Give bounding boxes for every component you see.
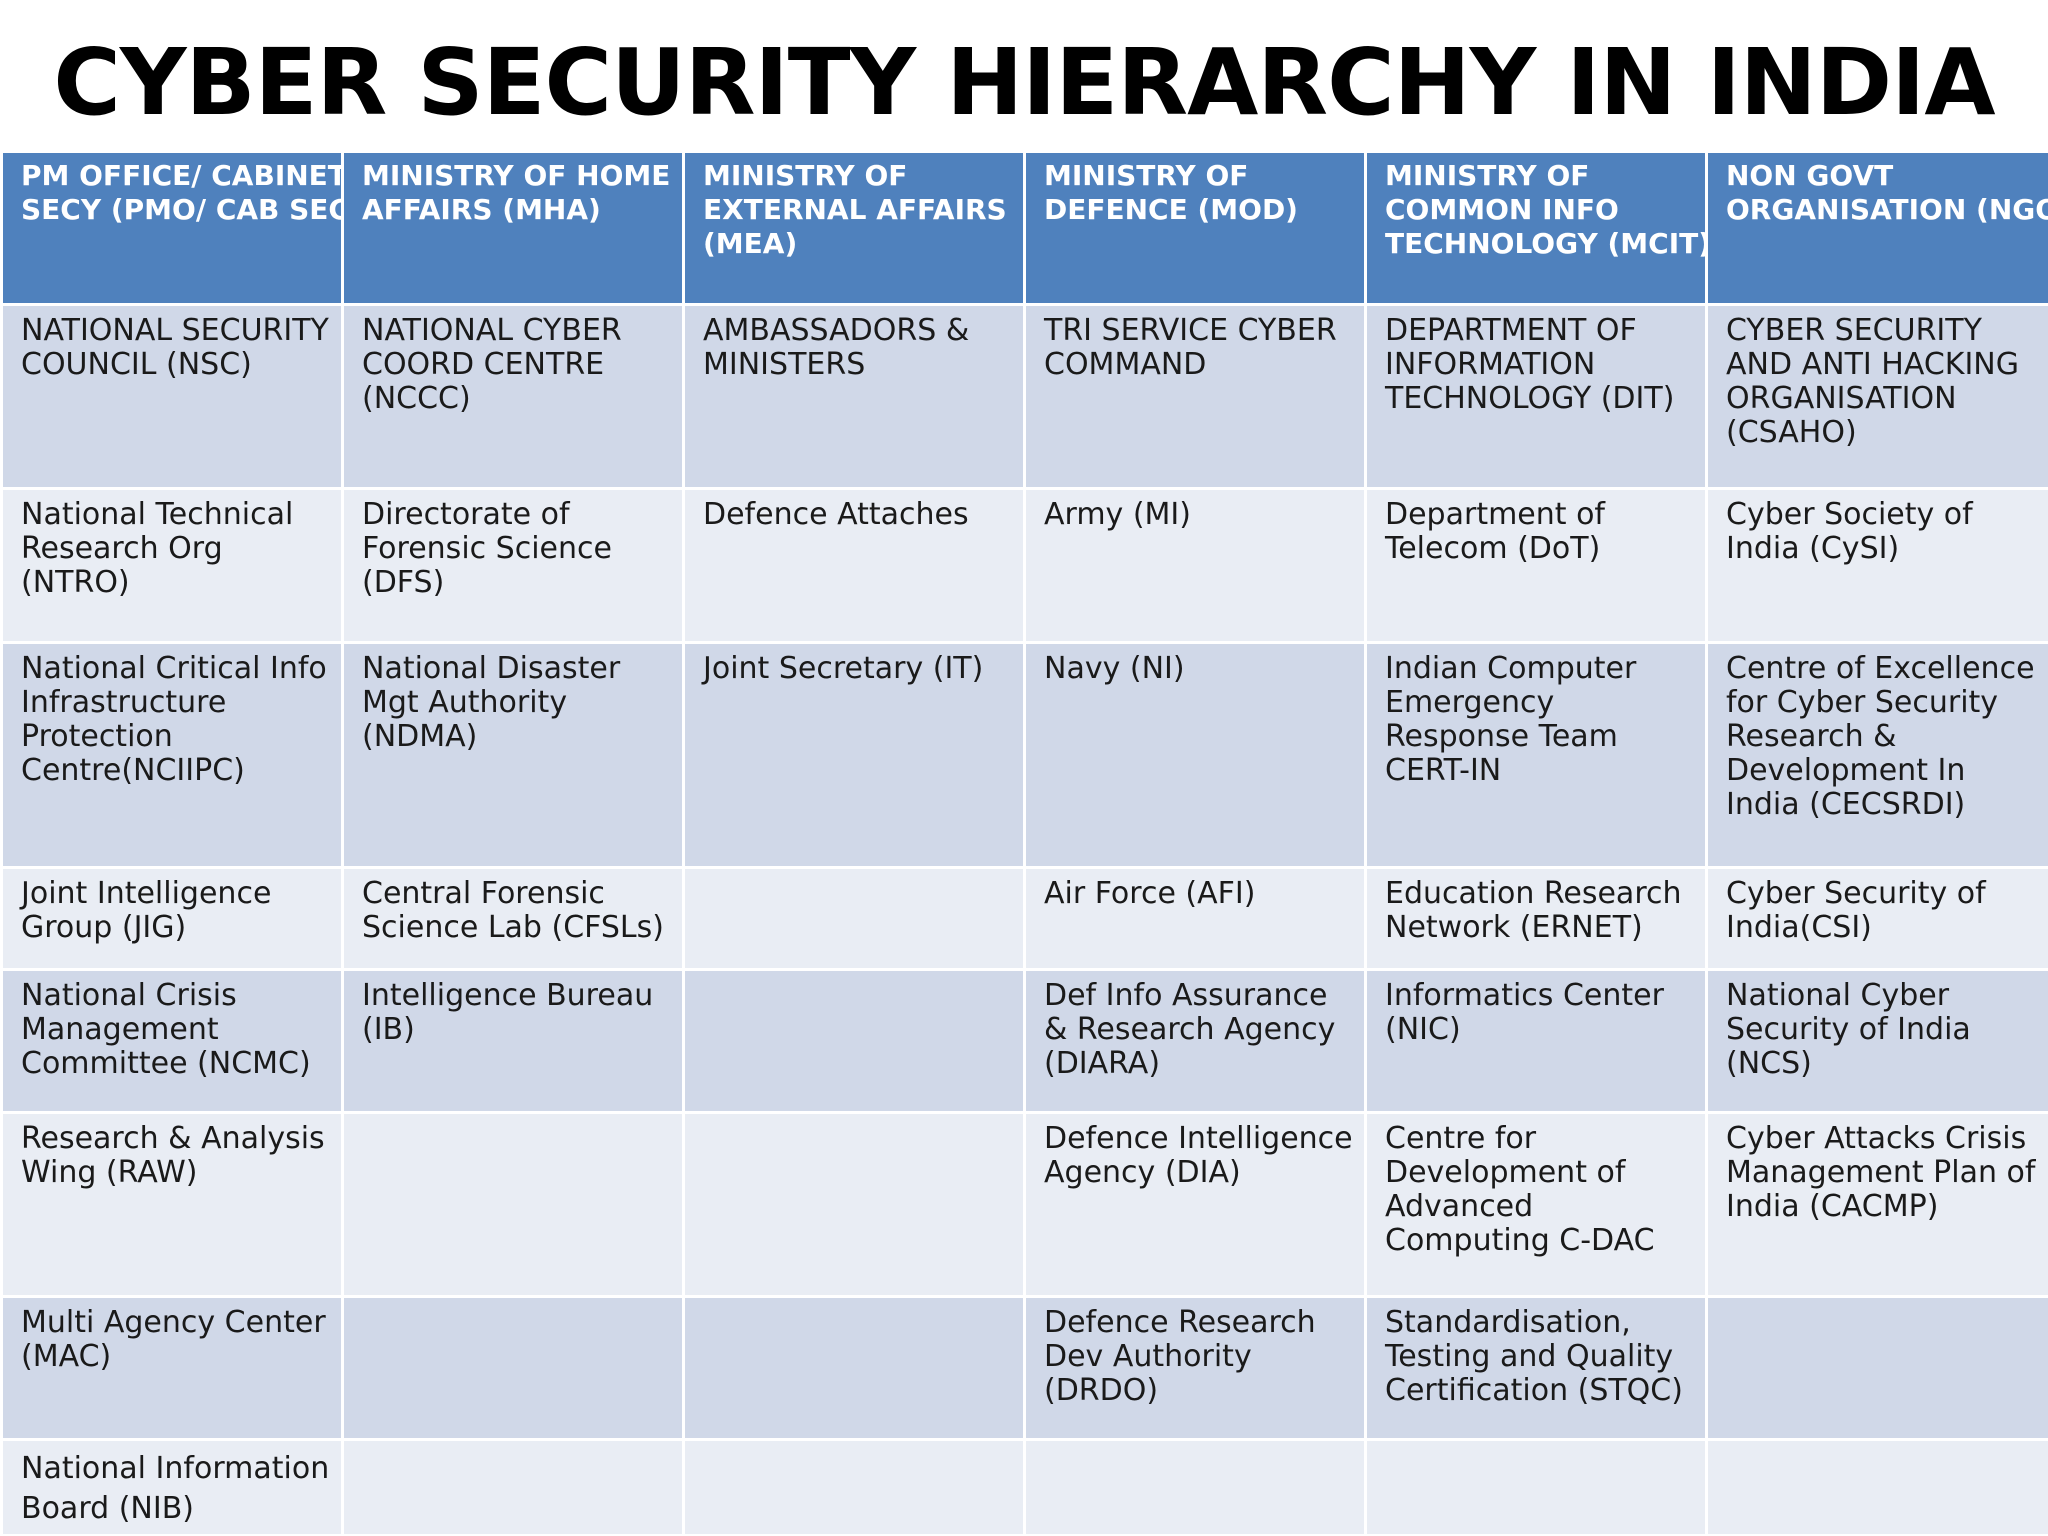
table-cell: Navy (NI) (1023, 641, 1367, 869)
table-cell (682, 1111, 1026, 1298)
table-cell (1023, 1438, 1367, 1536)
header-line: TECHNOLOGY (MCIT) (1385, 227, 1707, 260)
table-cell: Centre for Development of Advanced Compu… (1364, 1111, 1708, 1298)
table-cell (1705, 1295, 2048, 1441)
header-line: DEFENCE (MOD) (1044, 193, 1298, 226)
table-cell: NATIONAL CYBER COORD CENTRE (NCCC) (341, 303, 685, 490)
table-cell: Standardisation, Testing and Quality Cer… (1364, 1295, 1708, 1441)
table-cell: National Crisis Management Committee (NC… (0, 968, 344, 1114)
table-cell: Defence Research Dev Authority (DRDO) (1023, 1295, 1367, 1441)
header-pmo: PM OFFICE/ CABINET SECY (PMO/ CAB SEC) (0, 150, 344, 306)
table-cell: DEPARTMENT OF INFORMATION TECHNOLOGY (DI… (1364, 303, 1708, 490)
table-cell: Research & Analysis Wing (RAW) (0, 1111, 344, 1298)
header-line: PM OFFICE/ CABINET (21, 159, 343, 192)
table-cell: CYBER SECURITY AND ANTI HACKING ORGANISA… (1705, 303, 2048, 490)
table-cell: Informatics Center (NIC) (1364, 968, 1708, 1114)
header-line: MINISTRY OF HOME (362, 159, 671, 192)
table-row: Multi Agency Center (MAC) Defence Resear… (0, 1295, 2048, 1441)
header-mea: MINISTRY OF EXTERNAL AFFAIRS (MEA) (682, 150, 1026, 306)
header-line: AFFAIRS (MHA) (362, 193, 601, 226)
header-mha: MINISTRY OF HOME AFFAIRS (MHA) (341, 150, 685, 306)
table-cell: Defence Intelligence Agency (DIA) (1023, 1111, 1367, 1298)
header-mcit: MINISTRY OF COMMON INFO TECHNOLOGY (MCIT… (1364, 150, 1708, 306)
header-line: EXTERNAL AFFAIRS (703, 193, 1007, 226)
table-row: NATIONAL SECURITY COUNCIL (NSC) NATIONAL… (0, 303, 2048, 490)
table-cell: National Information Board (NIB) (0, 1438, 344, 1536)
table-row: Joint Intelligence Group (JIG) Central F… (0, 866, 2048, 971)
table-cell: Cyber Attacks Crisis Management Plan of … (1705, 1111, 2048, 1298)
table-cell (341, 1438, 685, 1536)
table-cell: National Disaster Mgt Authority (NDMA) (341, 641, 685, 869)
table-cell: Cyber Society of India (CySI) (1705, 487, 2048, 644)
header-line: MINISTRY OF (703, 159, 908, 192)
table-cell: Joint Intelligence Group (JIG) (0, 866, 344, 971)
header-line: MINISTRY OF (1044, 159, 1249, 192)
table-cell: Defence Attaches (682, 487, 1026, 644)
table-cell: Indian Computer Emergency Response Team … (1364, 641, 1708, 869)
table-cell: NATIONAL SECURITY COUNCIL (NSC) (0, 303, 344, 490)
table-cell (1364, 1438, 1708, 1536)
table-cell: Def Info Assurance & Research Agency (DI… (1023, 968, 1367, 1114)
table-cell: National Critical Info Infrastructure Pr… (0, 641, 344, 869)
header-line: ORGANISATION (NGO) (1726, 193, 2048, 226)
table-cell: Army (MI) (1023, 487, 1367, 644)
page-title: CYBER SECURITY HIERARCHY IN INDIA (53, 29, 1995, 136)
table-cell: National Technical Research Org (NTRO) (0, 487, 344, 644)
table-cell: Department of Telecom (DoT) (1364, 487, 1708, 644)
header-line: COMMON INFO (1385, 193, 1619, 226)
header-line: NON GOVT (1726, 159, 1894, 192)
header-ngo: NON GOVT ORGANISATION (NGO) (1705, 150, 2048, 306)
table-cell: Multi Agency Center (MAC) (0, 1295, 344, 1441)
table-cell: TRI SERVICE CYBER COMMAND (1023, 303, 1367, 490)
table-cell: National Cyber Security of India (NCS) (1705, 968, 2048, 1114)
table-cell: Intelligence Bureau (IB) (341, 968, 685, 1114)
header-line: SECY (PMO/ CAB SEC) (21, 193, 343, 226)
table-cell: Centre of Excellence for Cyber Security … (1705, 641, 2048, 869)
table-cell (682, 866, 1026, 971)
table-cell: Cyber Security of India(CSI) (1705, 866, 2048, 971)
table-cell (1705, 1438, 2048, 1536)
table-cell (682, 968, 1026, 1114)
table-cell: Joint Secretary (IT) (682, 641, 1026, 869)
table-row: National Technical Research Org (NTRO) D… (0, 487, 2048, 644)
header-line: MINISTRY OF (1385, 159, 1590, 192)
hierarchy-table: PM OFFICE/ CABINET SECY (PMO/ CAB SEC) M… (0, 150, 2048, 1536)
table-cell (682, 1438, 1026, 1536)
table-row: Research & Analysis Wing (RAW) Defence I… (0, 1111, 2048, 1298)
table-cell: Education Research Network (ERNET) (1364, 866, 1708, 971)
table-cell (341, 1295, 685, 1441)
table-cell (682, 1295, 1026, 1441)
table-row: National Crisis Management Committee (NC… (0, 968, 2048, 1114)
table-cell: Air Force (AFI) (1023, 866, 1367, 971)
table-row: National Information Board (NIB) (0, 1438, 2048, 1536)
table-header-row: PM OFFICE/ CABINET SECY (PMO/ CAB SEC) M… (0, 150, 2048, 306)
table-cell: Directorate of Forensic Science (DFS) (341, 487, 685, 644)
table-row: National Critical Info Infrastructure Pr… (0, 641, 2048, 869)
table-cell (341, 1111, 685, 1298)
table-cell: AMBASSADORS & MINISTERS (682, 303, 1026, 490)
table-cell: Central Forensic Science Lab (CFSLs) (341, 866, 685, 971)
header-mod: MINISTRY OF DEFENCE (MOD) (1023, 150, 1367, 306)
header-line: (MEA) (703, 227, 798, 260)
